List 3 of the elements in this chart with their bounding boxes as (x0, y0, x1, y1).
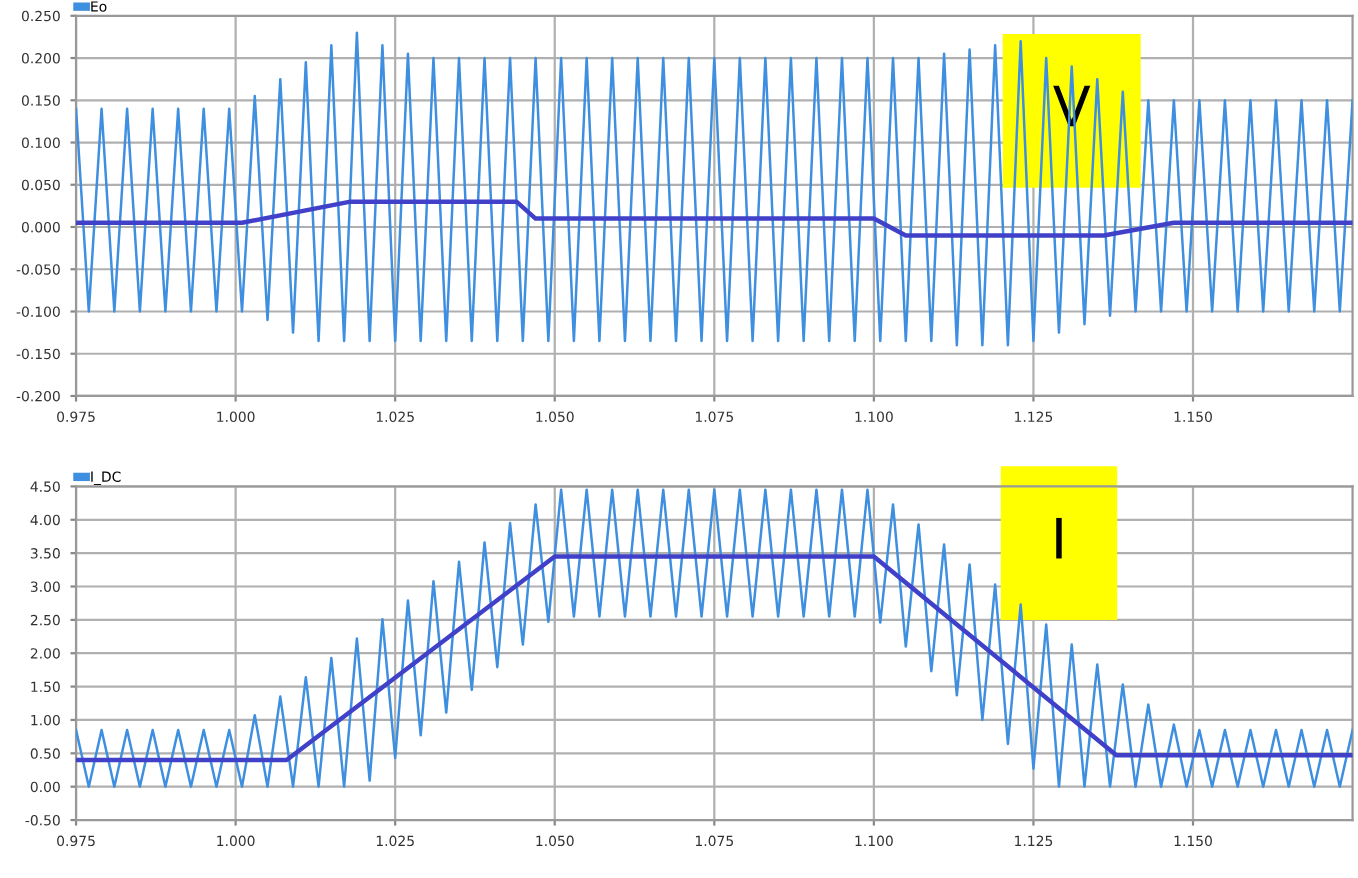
line-series (76, 199, 1353, 238)
line-series (76, 31, 1353, 347)
annotation: I (1056, 517, 1062, 559)
